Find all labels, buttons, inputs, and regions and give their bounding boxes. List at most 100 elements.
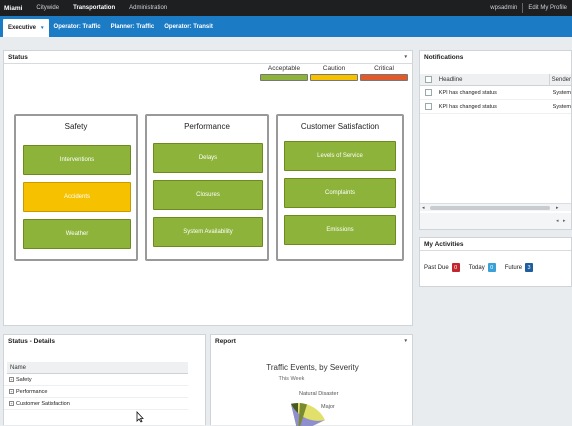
notification-row[interactable]: KPI has changed status System (420, 100, 571, 114)
legend-swatch (260, 74, 308, 81)
collapse-icon[interactable]: ▾ (404, 54, 407, 60)
status-panel: Status ▾ Acceptable Caution Critical Saf… (3, 50, 413, 326)
legend-label: Caution (322, 65, 346, 72)
page-tab-bar: Executive ▾ Operator: Traffic Planner: T… (0, 16, 572, 37)
legend-swatch (360, 74, 408, 81)
row-checkbox[interactable] (425, 89, 432, 96)
column-sender[interactable]: Sender (548, 73, 571, 86)
panel-header: Status ▾ (4, 51, 412, 64)
category-title: Safety (64, 122, 88, 131)
kpi-emissions[interactable]: Emissions (284, 215, 396, 245)
activity-label: Past Due (424, 264, 449, 271)
severity-pie-chart (291, 402, 325, 426)
kpi-interventions[interactable]: Interventions (23, 145, 131, 175)
expand-icon[interactable]: + (9, 401, 14, 406)
chart-subtitle: This Week (278, 376, 305, 382)
report-panel: Report ▾ Traffic Events, by Severity Thi… (210, 334, 413, 426)
activity-label: Future (504, 264, 523, 271)
collapse-icon[interactable]: ▾ (404, 338, 407, 344)
panel-title: Notifications (424, 54, 464, 61)
kpi-weather[interactable]: Weather (23, 219, 131, 249)
notification-headline[interactable]: KPI has changed status (438, 103, 497, 110)
nav-citywide[interactable]: Citywide (36, 5, 60, 11)
tab-operator-traffic[interactable]: Operator: Traffic (53, 23, 101, 30)
legend-label: Acceptable (267, 65, 301, 72)
select-all-checkbox[interactable] (425, 76, 432, 83)
legend-caution: Caution (310, 65, 358, 81)
activities-panel: My Activities Past Due 0 Today 0 Future … (419, 237, 572, 287)
edit-profile-link[interactable]: Edit My Profile (528, 5, 567, 11)
notification-sender: System (552, 89, 571, 96)
kpi-closures[interactable]: Closures (153, 180, 263, 210)
tree-row-label: Safety (16, 376, 32, 383)
category-performance: Performance Delays Closures System Avail… (145, 114, 269, 261)
tree-row-safety[interactable]: + Safety (4, 374, 188, 386)
kpi-complaints[interactable]: Complaints (284, 178, 396, 208)
pie-label-major: Major (321, 404, 335, 410)
details-grid-header: Name (7, 362, 188, 374)
row-checkbox[interactable] (425, 103, 432, 110)
horizontal-scrollbar[interactable]: ◂ ▸ (420, 203, 571, 211)
panel-title: Status - Details (8, 338, 55, 345)
panel-title: Report (215, 338, 236, 345)
tree-row-performance[interactable]: + Performance (4, 386, 188, 398)
column-name[interactable]: Name (10, 364, 27, 371)
activity-counts: Past Due 0 Today 0 Future 3 (420, 263, 571, 272)
user-name[interactable]: wpsadmin (490, 5, 518, 11)
tree-row-label: Customer Satisfaction (16, 400, 70, 407)
top-bar: Miami Citywide Transportation Administra… (0, 0, 572, 16)
tab-planner-traffic[interactable]: Planner: Traffic (110, 23, 155, 30)
legend-label: Critical (374, 65, 394, 72)
notification-row[interactable]: KPI has changed status System (420, 86, 571, 100)
notification-headline[interactable]: KPI has changed status (438, 89, 497, 96)
future-count-badge: 3 (525, 263, 534, 272)
category-safety: Safety Interventions Accidents Weather (14, 114, 138, 261)
today-count-badge: 0 (487, 263, 496, 272)
mouse-cursor-icon (136, 411, 144, 423)
tab-operator-transit[interactable]: Operator: Transit (164, 23, 213, 30)
nav-administration[interactable]: Administration (129, 5, 168, 11)
scroll-left-icon[interactable]: ◂ (422, 205, 425, 211)
scroll-thumb[interactable] (430, 206, 550, 210)
expand-icon[interactable]: + (9, 389, 14, 394)
activity-today[interactable]: Today 0 (469, 263, 496, 272)
nav-transportation[interactable]: Transportation (73, 5, 116, 11)
notification-sender: System (552, 103, 571, 110)
pie-label-natural-disaster: Natural Disaster (299, 391, 339, 397)
category-customer-satisfaction: Customer Satisfaction Levels of Service … (276, 114, 404, 261)
activity-past-due[interactable]: Past Due 0 (424, 263, 460, 272)
tree-row-label: Performance (16, 388, 48, 395)
expand-icon[interactable]: + (9, 377, 14, 382)
brand-name: Miami (4, 4, 23, 12)
status-details-panel: Status - Details Name + Safety + Perform… (3, 334, 206, 425)
past-due-count-badge: 0 (451, 263, 460, 272)
pie-slice-minor (298, 403, 307, 426)
category-title: Customer Satisfaction (300, 122, 380, 131)
tab-label: Executive (8, 25, 37, 31)
panel-header: Notifications (420, 51, 571, 64)
scroll-right-icon[interactable]: ▸ (556, 205, 559, 211)
panel-title: My Activities (424, 240, 464, 248)
activity-label: Today (468, 264, 485, 271)
legend-critical: Critical (360, 65, 408, 81)
tab-executive[interactable]: Executive ▾ (3, 19, 49, 37)
panel-header: Report ▾ (211, 335, 412, 348)
activity-future[interactable]: Future 3 (504, 263, 534, 272)
category-title: Performance (184, 122, 230, 131)
kpi-accidents[interactable]: Accidents (23, 182, 131, 212)
legend-swatch (310, 74, 358, 81)
tree-row-customer-satisfaction[interactable]: + Customer Satisfaction (4, 398, 188, 410)
panel-header: My Activities (420, 238, 571, 251)
column-headline[interactable]: Headline (438, 76, 463, 83)
panel-title: Status (8, 53, 28, 61)
panel-header: Status - Details (4, 335, 205, 348)
chevron-down-icon[interactable]: ▾ (41, 25, 44, 31)
pager-right-icon[interactable]: ▸ (563, 218, 566, 224)
kpi-delays[interactable]: Delays (153, 143, 263, 173)
chart-title: Traffic Events, by Severity (266, 363, 359, 372)
kpi-levels-of-service[interactable]: Levels of Service (284, 141, 396, 171)
kpi-system-availability[interactable]: System Availability (153, 217, 263, 247)
notifications-grid-header: Headline Sender (420, 73, 571, 86)
pager-left-icon[interactable]: ◂ (556, 218, 559, 224)
notifications-panel: Notifications Headline Sender KPI has ch… (419, 50, 572, 230)
